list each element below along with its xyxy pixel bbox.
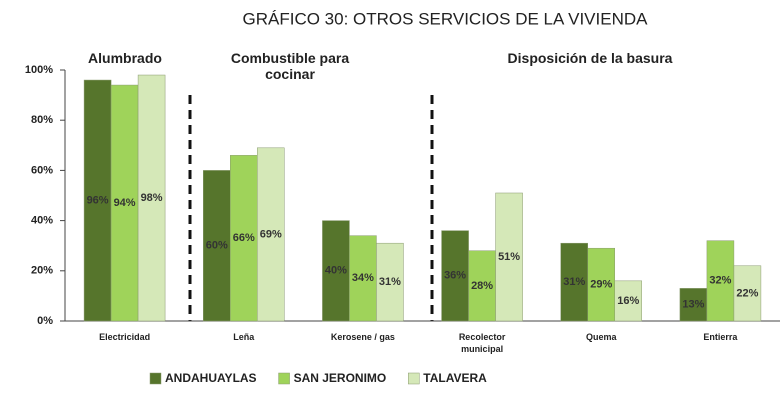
value-label: 40% (325, 265, 347, 277)
x-tick-label: Leña (233, 332, 255, 342)
bar (137, 74, 166, 322)
bar (468, 250, 496, 322)
bar (110, 84, 139, 322)
value-label: 13% (682, 299, 704, 311)
x-tick-label: Kerosene / gas (330, 332, 395, 342)
bar (322, 220, 350, 322)
annotation: Alumbrado (88, 50, 162, 66)
value-label: 36% (444, 270, 466, 282)
bar (349, 235, 377, 322)
bar (441, 230, 469, 322)
x-tick-label: Recolector municipal (458, 332, 506, 354)
legend-label: SAN JERONIMO (294, 371, 387, 385)
y-tick-label: 40% (31, 215, 53, 227)
bar (560, 242, 588, 322)
value-label: 32% (709, 275, 731, 287)
bar (257, 147, 285, 322)
value-label: 69% (260, 228, 282, 240)
value-label: 16% (617, 295, 639, 307)
bar (83, 79, 112, 322)
bar (203, 170, 231, 322)
y-tick-label: 20% (31, 265, 53, 277)
legend-swatch (149, 372, 162, 385)
bar (706, 240, 735, 322)
legend-swatch (408, 372, 420, 385)
value-label: 66% (233, 232, 255, 244)
value-label: 34% (352, 272, 374, 284)
value-label: 60% (206, 240, 228, 252)
bar (733, 265, 762, 322)
value-label: 22% (736, 287, 758, 299)
bar (679, 288, 708, 322)
annotation: Combustible para cocinar (230, 50, 350, 82)
y-tick-label: 80% (31, 114, 53, 126)
y-tick-label: 60% (31, 164, 53, 176)
value-label: 98% (141, 192, 163, 204)
value-label: 94% (114, 197, 136, 209)
bar (230, 155, 258, 322)
y-tick-label: 0% (37, 315, 53, 327)
value-label: 96% (87, 194, 109, 206)
chart-title: GRÁFICO 30: OTROS SERVICIOS DE LA VIVIEN… (243, 9, 649, 28)
value-label: 31% (563, 276, 585, 288)
legend-swatch (278, 372, 290, 385)
bar (495, 192, 523, 322)
legend-label: TALAVERA (423, 371, 487, 385)
value-label: 29% (590, 279, 612, 291)
legend-label: ANDAHUAYLAS (165, 371, 257, 385)
bar (376, 242, 404, 322)
value-label: 51% (498, 251, 520, 263)
annotation: Disposición de la basura (507, 50, 673, 66)
value-label: 28% (471, 280, 493, 292)
bar (614, 280, 642, 322)
x-tick-label: Electricidad (99, 332, 151, 342)
x-tick-label: Entierra (703, 332, 738, 342)
x-tick-label: Quema (585, 332, 617, 342)
y-tick-label: 100% (25, 64, 53, 76)
value-label: 31% (379, 276, 401, 288)
